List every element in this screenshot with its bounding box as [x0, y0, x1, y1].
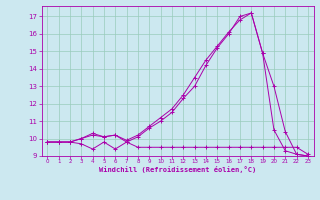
X-axis label: Windchill (Refroidissement éolien,°C): Windchill (Refroidissement éolien,°C) [99, 166, 256, 173]
